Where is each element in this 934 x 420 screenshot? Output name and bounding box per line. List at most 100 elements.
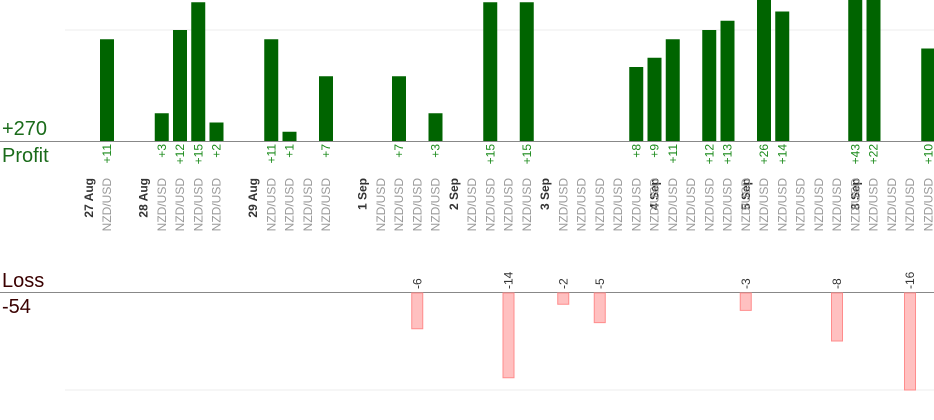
profit-bar [848, 0, 863, 141]
pair-label: NZD/USD [629, 178, 643, 232]
pair-label: NZD/USD [556, 178, 570, 232]
pair-label: NZD/USD [283, 178, 297, 232]
pair-label: NZD/USD [483, 178, 497, 232]
profit-bar [519, 2, 534, 141]
pair-label: NZD/USD [319, 178, 333, 232]
date-label: 27 Aug [82, 178, 96, 218]
profit-value-label: +15 [520, 144, 534, 165]
loss-bar [593, 292, 606, 324]
profit-value-label: +1 [283, 144, 297, 158]
profit-value-label: +11 [100, 144, 114, 164]
date-label: 2 Sep [447, 178, 461, 210]
pair-label: NZD/USD [684, 178, 698, 232]
pair-label: NZD/USD [429, 178, 443, 232]
profit-bar [702, 30, 717, 141]
profit-bar [866, 0, 881, 141]
profit-bar [720, 20, 735, 141]
pair-label: NZD/USD [210, 178, 224, 232]
loss-value-label: -3 [739, 278, 753, 289]
profit-value-label: +14 [775, 144, 789, 165]
pair-label: NZD/USD [191, 178, 205, 232]
date-label: 4 Sep [648, 178, 662, 210]
profit-value-label: +11 [264, 144, 278, 164]
profit-bar [629, 67, 644, 141]
profit-value-label: +2 [210, 144, 224, 158]
pair-label: NZD/USD [721, 178, 735, 232]
loss-bar [904, 292, 916, 391]
pair-label: NZD/USD [921, 178, 934, 232]
profit-value-label: +15 [483, 144, 497, 165]
profit-bar [173, 30, 187, 141]
pair-label: NZD/USD [611, 178, 625, 232]
profit-value-label: +3 [429, 144, 443, 158]
loss-value-label: -16 [903, 271, 917, 289]
profit-bar [209, 122, 224, 141]
profit-value-label: +12 [173, 144, 187, 165]
loss-bar [557, 292, 570, 305]
profit-bar [483, 2, 498, 141]
loss-value-label: -6 [410, 278, 424, 289]
profit-value-label: +13 [721, 144, 735, 165]
pair-label: NZD/USD [775, 178, 789, 232]
pair-label: NZD/USD [593, 178, 607, 232]
date-label: 8 Sep [848, 178, 862, 210]
profit-value-label: +3 [155, 144, 169, 158]
loss-bar [739, 292, 752, 311]
pair-label: NZD/USD [392, 178, 406, 232]
profit-value-label: +10 [921, 144, 934, 165]
loss-label: Loss [2, 270, 45, 292]
profit-value-label: +12 [702, 144, 716, 165]
profit-bar [154, 113, 169, 141]
pair-label: NZD/USD [301, 178, 315, 232]
loss-bar [831, 292, 843, 342]
profit-value-label: +9 [648, 144, 662, 158]
date-label: 3 Sep [538, 178, 552, 210]
loss-value-label: -5 [593, 278, 607, 289]
pair-label: NZD/USD [575, 178, 589, 232]
loss-value-label: -2 [556, 278, 570, 289]
date-label: 1 Sep [356, 178, 370, 210]
date-label: 5 Sep [739, 178, 753, 210]
loss-value-label: -14 [502, 271, 516, 289]
loss-total: -54 [2, 296, 31, 318]
pair-label: NZD/USD [867, 178, 881, 232]
pair-label: NZD/USD [794, 178, 808, 232]
pair-label: NZD/USD [702, 178, 716, 232]
profit-bar [191, 2, 206, 141]
profit-bar [775, 11, 790, 141]
profit-value-label: +8 [629, 144, 643, 158]
profit-label: Profit [2, 145, 49, 167]
loss-value-label: -8 [830, 278, 844, 289]
pair-label: NZD/USD [502, 178, 516, 232]
pair-label: NZD/USD [520, 178, 534, 232]
profit-value-label: +7 [319, 144, 333, 158]
profit-bar [264, 39, 279, 141]
profit-value-label: +43 [848, 144, 862, 165]
pair-label: NZD/USD [465, 178, 479, 232]
date-label: 28 Aug [137, 178, 151, 218]
profit-value-label: +7 [392, 144, 406, 158]
pair-label: NZD/USD [374, 178, 388, 232]
pair-label: NZD/USD [757, 178, 771, 232]
profit-bar [921, 48, 934, 141]
profit-bar [428, 113, 443, 141]
pair-label: NZD/USD [830, 178, 844, 232]
profit-bar [282, 131, 297, 141]
pair-label: NZD/USD [903, 178, 917, 232]
profit-bar [100, 39, 114, 141]
pair-label: NZD/USD [264, 178, 278, 232]
profit-bar [319, 76, 333, 141]
pair-label: NZD/USD [648, 178, 662, 232]
pair-label: NZD/USD [812, 178, 826, 232]
profit-value-label: +11 [666, 144, 680, 164]
pair-label: NZD/USD [739, 178, 753, 232]
profit-bar [647, 57, 662, 141]
pair-label: NZD/USD [410, 178, 424, 232]
profit-bar [392, 76, 406, 141]
date-label: 29 Aug [246, 178, 260, 218]
pair-label: NZD/USD [885, 178, 899, 232]
loss-bar [502, 292, 515, 379]
profit-value-label: +22 [867, 144, 881, 165]
pair-label: NZD/USD [848, 178, 862, 232]
